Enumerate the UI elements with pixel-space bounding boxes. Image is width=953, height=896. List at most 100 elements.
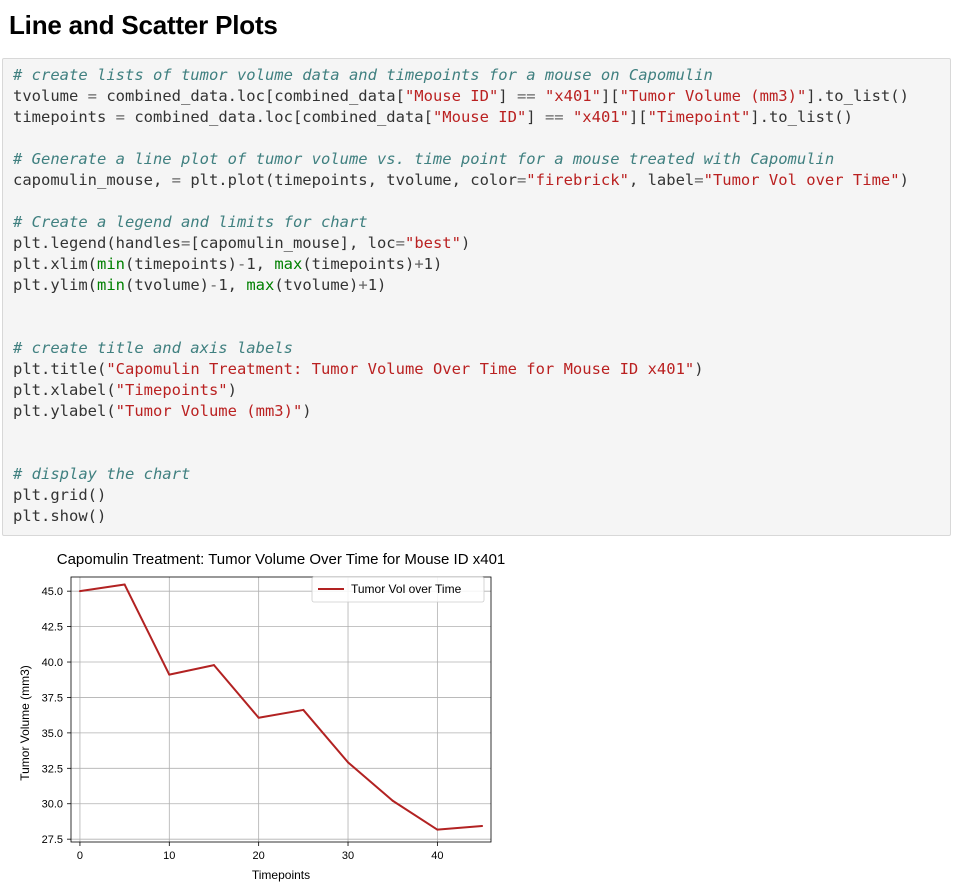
- code-token: tvolume: [13, 87, 88, 105]
- code-line: plt.xlabel("Timepoints"): [13, 381, 237, 399]
- code-line: timepoints = combined_data.loc[combined_…: [13, 108, 853, 126]
- code-token: max: [274, 255, 303, 273]
- x-tick-label: 10: [163, 850, 175, 862]
- x-tick-label: 20: [253, 850, 265, 862]
- code-token: 1): [423, 255, 443, 273]
- code-line: # create lists of tumor volume data and …: [13, 66, 713, 84]
- cell-output: Capomulin Treatment: Tumor Volume Over T…: [0, 540, 560, 891]
- code-token: (timepoints): [302, 255, 415, 273]
- code-token: timepoints: [13, 108, 116, 126]
- code-token: combined_data.loc[combined_data[: [97, 87, 405, 105]
- x-tick-label: 30: [342, 850, 354, 862]
- code-token: ].to_list(): [750, 108, 853, 126]
- code-token: # Create a legend and limits for chart: [13, 213, 368, 231]
- code-token: +: [358, 276, 368, 294]
- code-token: -: [236, 255, 247, 273]
- chart-series: [78, 583, 484, 831]
- code-token: 1,: [218, 276, 247, 294]
- code-token: max: [246, 276, 275, 294]
- data-point: [212, 664, 215, 667]
- code-line: plt.grid(): [13, 486, 106, 504]
- data-point: [78, 590, 81, 593]
- code-token: "best": [404, 234, 461, 252]
- code-token: =: [115, 108, 125, 126]
- chart-title: Capomulin Treatment: Tumor Volume Over T…: [57, 551, 506, 568]
- code-editor[interactable]: # create lists of tumor volume data and …: [13, 65, 909, 527]
- code-token: ): [302, 402, 312, 420]
- y-tick-label: 45.0: [42, 586, 63, 598]
- code-token: "Mouse ID": [432, 108, 527, 126]
- code-token: ): [227, 381, 237, 399]
- x-axis-label: Timepoints: [252, 868, 310, 882]
- code-token: ][: [628, 108, 648, 126]
- code-token: =: [516, 171, 527, 189]
- legend-box: [311, 576, 485, 603]
- code-token: (timepoints): [125, 255, 237, 273]
- code-token: , label: [628, 171, 695, 189]
- data-point: [123, 583, 126, 586]
- code-token: plt.plot(timepoints, tvolume, color: [180, 171, 517, 189]
- code-token: # display the chart: [13, 465, 191, 483]
- legend-label: Tumor Vol over Time: [351, 582, 462, 596]
- code-token: 1,: [246, 255, 275, 273]
- code-token: =: [171, 171, 181, 189]
- chart-legend: Tumor Vol over Time: [311, 576, 485, 603]
- code-token: ][: [600, 87, 620, 105]
- data-point: [436, 828, 439, 831]
- data-point: [481, 824, 484, 827]
- code-token: "x401": [572, 108, 629, 126]
- y-tick-label: 37.5: [42, 692, 63, 704]
- code-cell[interactable]: # create lists of tumor volume data and …: [2, 58, 951, 536]
- section-heading: Line and Scatter Plots: [9, 10, 278, 40]
- code-token: ]: [498, 87, 517, 105]
- code-token: min: [97, 255, 125, 273]
- code-token: ): [460, 234, 471, 252]
- y-tick-label: 35.0: [42, 728, 63, 740]
- code-token: ==: [544, 108, 564, 126]
- code-token: "Capomulin Treatment: Tumor Volume Over …: [106, 360, 695, 378]
- code-token: plt.show(): [13, 507, 107, 525]
- code-token: plt.legend(handles: [13, 234, 181, 252]
- code-line: # display the chart: [13, 465, 190, 483]
- code-token: capomulin_mouse,: [13, 171, 172, 189]
- code-line: capomulin_mouse, = plt.plot(timepoints, …: [13, 171, 909, 189]
- y-tick-label: 30.0: [42, 799, 63, 811]
- code-token: combined_data.loc[combined_data[: [125, 108, 433, 126]
- code-line: plt.xlim(min(timepoints)-1, max(timepoin…: [13, 255, 442, 273]
- x-axis: 0 10 20 30 40: [77, 842, 444, 862]
- code-token: "x401": [544, 87, 601, 105]
- x-tick-label: 40: [431, 850, 443, 862]
- chart-grid: [71, 577, 491, 842]
- code-token: ]: [526, 108, 545, 126]
- code-token: "Tumor Volume (mm3)": [619, 87, 807, 105]
- code-line: plt.title("Capomulin Treatment: Tumor Vo…: [13, 360, 704, 378]
- code-token: (tvolume): [125, 276, 209, 294]
- code-token: plt.grid(): [13, 486, 107, 504]
- code-token: plt.xlabel(: [13, 381, 116, 399]
- code-token: plt.title(: [13, 360, 107, 378]
- code-token: min: [97, 276, 125, 294]
- code-token: =: [694, 171, 704, 189]
- code-token: [536, 87, 545, 105]
- code-token: plt.ylabel(: [13, 402, 116, 420]
- y-tick-label: 32.5: [42, 763, 63, 775]
- code-token: "firebrick": [526, 171, 629, 189]
- plot-frame: [70, 576, 492, 843]
- code-token: plt.xlim(: [13, 255, 97, 273]
- code-line: plt.show(): [13, 507, 106, 525]
- code-token: "Timepoint": [647, 108, 751, 126]
- code-token: =: [395, 234, 405, 252]
- code-token: "Timepoints": [115, 381, 228, 399]
- line-chart: Capomulin Treatment: Tumor Volume Over T…: [0, 540, 560, 891]
- code-line: # Generate a line plot of tumor volume v…: [13, 150, 834, 168]
- code-token: ): [899, 171, 909, 189]
- code-token: "Tumor Vol over Time": [703, 171, 900, 189]
- code-token: (tvolume): [274, 276, 359, 294]
- code-line: plt.ylabel("Tumor Volume (mm3)"): [13, 402, 312, 420]
- y-tick-label: 42.5: [42, 622, 63, 634]
- code-token: 1): [367, 276, 387, 294]
- series-line: [79, 583, 483, 831]
- x-tick-label: 0: [77, 850, 83, 862]
- code-token: plt.ylim(: [13, 276, 97, 294]
- code-token: # create title and axis labels: [13, 339, 293, 357]
